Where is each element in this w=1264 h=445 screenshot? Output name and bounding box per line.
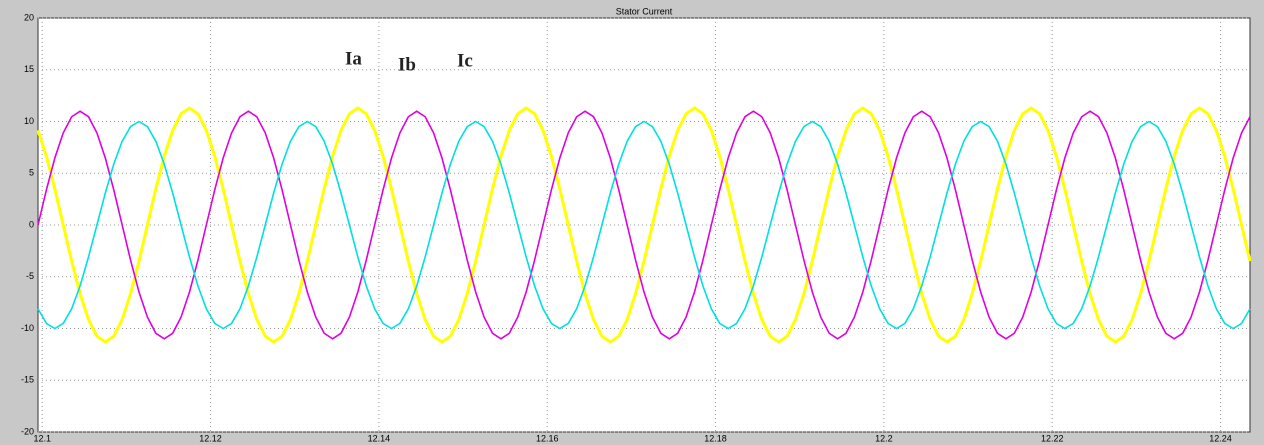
series-line — [37, 120, 1251, 330]
series-line — [37, 110, 1251, 340]
y-tick-label: -10 — [21, 323, 34, 333]
y-tick-label: 15 — [24, 64, 34, 74]
x-tick-label: 12.18 — [704, 433, 727, 443]
x-tick-label: 12.24 — [1209, 433, 1232, 443]
y-tick-label: -15 — [21, 375, 34, 385]
y-tick-label: -20 — [21, 426, 34, 436]
chart-title: Stator Current — [616, 6, 673, 16]
x-tick-label: 12.1 — [33, 433, 51, 443]
y-tick-label: 5 — [29, 168, 34, 178]
x-tick-label: 12.16 — [536, 433, 559, 443]
series-label: Ic — [457, 50, 473, 71]
y-tick-label: 10 — [24, 116, 34, 126]
series-label: Ib — [398, 54, 416, 75]
series-line — [36, 106, 1252, 344]
y-tick-label: -5 — [26, 271, 34, 281]
x-tick-label: 12.12 — [199, 433, 222, 443]
x-tick-label: 12.14 — [368, 433, 391, 443]
plot-area — [37, 17, 1251, 433]
y-tick-label: 20 — [24, 12, 34, 22]
y-tick-label: 0 — [29, 219, 34, 229]
x-tick-label: 12.2 — [875, 433, 893, 443]
series-label: Ia — [345, 48, 362, 69]
x-tick-label: 12.22 — [1041, 433, 1064, 443]
